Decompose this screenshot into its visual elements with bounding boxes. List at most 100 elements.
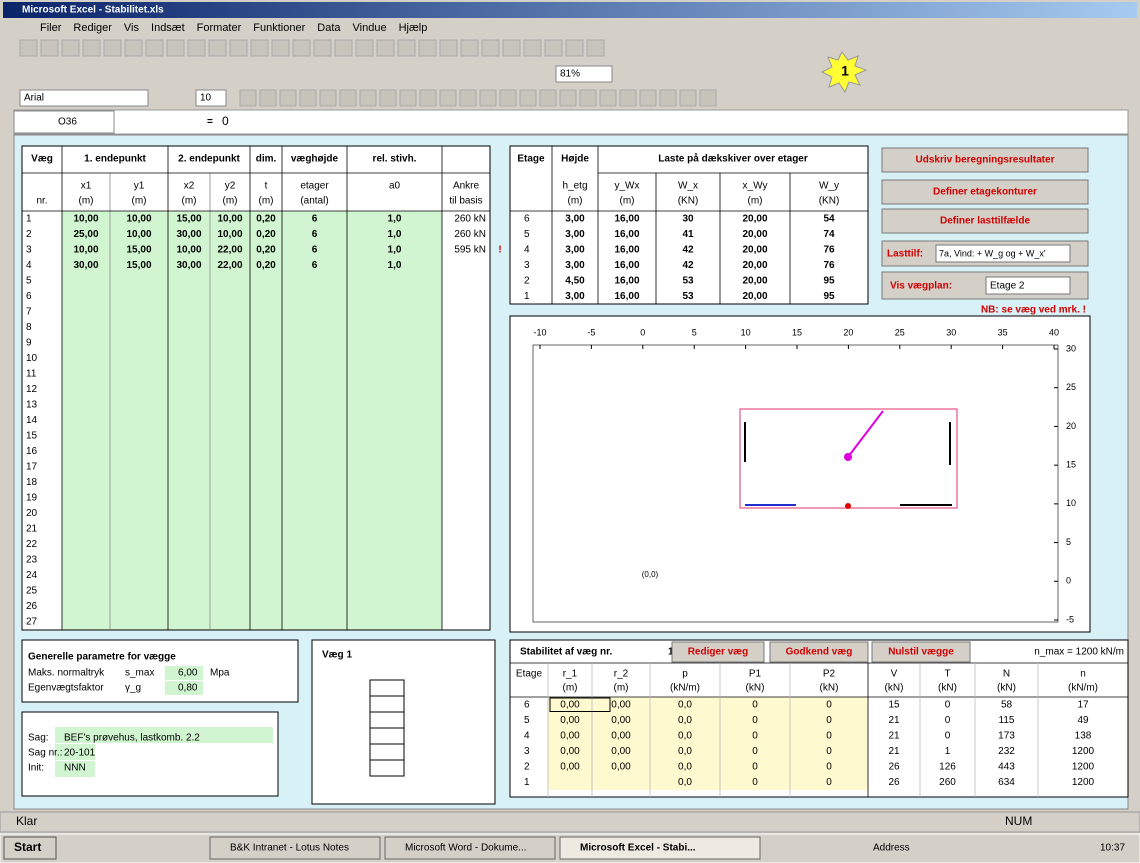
column-header: Ankre [453, 181, 480, 192]
toolbar-button[interactable] [700, 90, 716, 106]
wall-elevation [370, 680, 404, 776]
toolbar-button[interactable] [20, 40, 37, 56]
toolbar-button[interactable] [300, 90, 316, 106]
stability-value: 1 [524, 777, 530, 788]
param-text: 6,00 [178, 668, 198, 679]
stability-value: 0 [945, 699, 951, 710]
wall-value: 15,00 [126, 244, 151, 255]
stability-value: 0,00 [611, 746, 631, 757]
toolbar-button[interactable] [540, 90, 556, 106]
toolbar-button[interactable] [503, 40, 520, 56]
toolbar-button[interactable] [680, 90, 696, 106]
stability-value: 1200 [1072, 761, 1095, 772]
toolbar-button[interactable] [600, 90, 616, 106]
toolbar-button[interactable] [104, 40, 121, 56]
toolbar-button[interactable] [482, 40, 499, 56]
status-bar [0, 812, 1140, 832]
toolbar-button[interactable] [167, 40, 184, 56]
button-label: Godkend væg [786, 647, 853, 658]
stability-value: 0 [752, 715, 758, 726]
toolbar-button[interactable] [356, 40, 373, 56]
toolbar-button[interactable] [620, 90, 636, 106]
toolbar-button[interactable] [83, 40, 100, 56]
floor-value: 53 [682, 275, 694, 286]
toolbar-button[interactable] [360, 90, 376, 106]
toolbar-button[interactable] [293, 40, 310, 56]
column-unit: (KN) [678, 196, 699, 207]
toolbar-button[interactable] [209, 40, 226, 56]
window-title: Microsoft Excel - Stabilitet.xls [22, 5, 164, 16]
column-group-header: 1. endepunkt [84, 154, 146, 165]
toolbar-button[interactable] [587, 40, 604, 56]
toolbar-button[interactable] [440, 90, 456, 106]
toolbar-button[interactable] [524, 40, 541, 56]
stability-value: 126 [939, 761, 956, 772]
toolbar-button[interactable] [545, 40, 562, 56]
param-text: s_max [125, 668, 154, 679]
column-header: h_etg [562, 181, 587, 192]
floor-value: 20,00 [742, 229, 767, 240]
row-number: 8 [26, 322, 32, 333]
toolbar-button[interactable] [380, 90, 396, 106]
toolbar-button[interactable] [41, 40, 58, 56]
toolbar-button[interactable] [188, 40, 205, 56]
toolbar-button[interactable] [480, 90, 496, 106]
toolbar-button[interactable] [400, 90, 416, 106]
column-header: r_1 [563, 669, 578, 680]
toolbar-button[interactable] [335, 40, 352, 56]
wall-value: 30,00 [73, 260, 98, 271]
stability-value: 0 [826, 777, 832, 788]
stability-value: 0,0 [678, 699, 692, 710]
stability-value: 21 [888, 715, 900, 726]
row-number: 4 [26, 260, 32, 271]
stability-value: 0 [826, 761, 832, 772]
toolbar-button[interactable] [660, 90, 676, 106]
toolbar-button[interactable] [146, 40, 163, 56]
param-text: Maks. normaltryk [28, 668, 105, 679]
toolbar-button[interactable] [280, 90, 296, 106]
stability-value: 6 [524, 699, 530, 710]
center [845, 503, 851, 509]
toolbar-button[interactable] [240, 90, 256, 106]
toolbar-button[interactable] [377, 40, 394, 56]
toolbar-button[interactable] [260, 90, 276, 106]
button-label: Nulstil vægge [888, 647, 954, 658]
toolbar-button[interactable] [272, 40, 289, 56]
task-label: Microsoft Word - Dokume... [405, 843, 527, 854]
stability-value: 26 [888, 761, 900, 772]
stability-value: 173 [998, 730, 1015, 741]
toolbar-button[interactable] [398, 40, 415, 56]
toolbar-button[interactable] [314, 40, 331, 56]
toolbar-button[interactable] [520, 90, 536, 106]
toolbar-button[interactable] [580, 90, 596, 106]
row-number: 7 [26, 306, 32, 317]
toolbar-button[interactable] [340, 90, 356, 106]
toolbar-button[interactable] [62, 40, 79, 56]
toolbar-button[interactable] [230, 40, 247, 56]
column-header: y1 [134, 181, 145, 192]
toolbar-button[interactable] [460, 90, 476, 106]
menu-item: Vindue [353, 22, 387, 34]
column-unit: (m) [614, 683, 629, 694]
column-header: x1 [81, 181, 92, 192]
toolbar-button[interactable] [461, 40, 478, 56]
column-header: n [1080, 669, 1086, 680]
toolbar-button[interactable] [566, 40, 583, 56]
toolbar-button[interactable] [320, 90, 336, 106]
load-point [844, 453, 852, 461]
floor-value: 54 [823, 213, 835, 224]
toolbar-button[interactable] [251, 40, 268, 56]
toolbar-button[interactable] [440, 40, 457, 56]
toolbar-button[interactable] [125, 40, 142, 56]
toolbar-button[interactable] [640, 90, 656, 106]
origin-label: (0,0) [642, 570, 659, 579]
wall-value: 1,0 [388, 244, 402, 255]
toolbar-button[interactable] [500, 90, 516, 106]
toolbar-button[interactable] [560, 90, 576, 106]
toolbar-button[interactable] [419, 40, 436, 56]
stability-value: 0,00 [560, 699, 580, 710]
menu-item: Data [317, 22, 341, 34]
toolbar-button[interactable] [420, 90, 436, 106]
floor-value: 95 [823, 275, 835, 286]
stability-value: 0 [752, 730, 758, 741]
